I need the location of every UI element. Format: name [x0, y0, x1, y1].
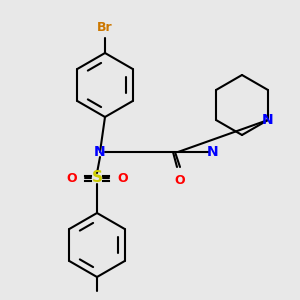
Text: O: O — [66, 172, 77, 184]
Text: O: O — [175, 174, 185, 187]
Text: Br: Br — [97, 21, 113, 34]
Text: N: N — [262, 113, 274, 127]
Text: O: O — [117, 172, 128, 184]
Text: N: N — [207, 145, 219, 159]
Text: N: N — [94, 145, 106, 159]
Text: S: S — [92, 170, 103, 185]
